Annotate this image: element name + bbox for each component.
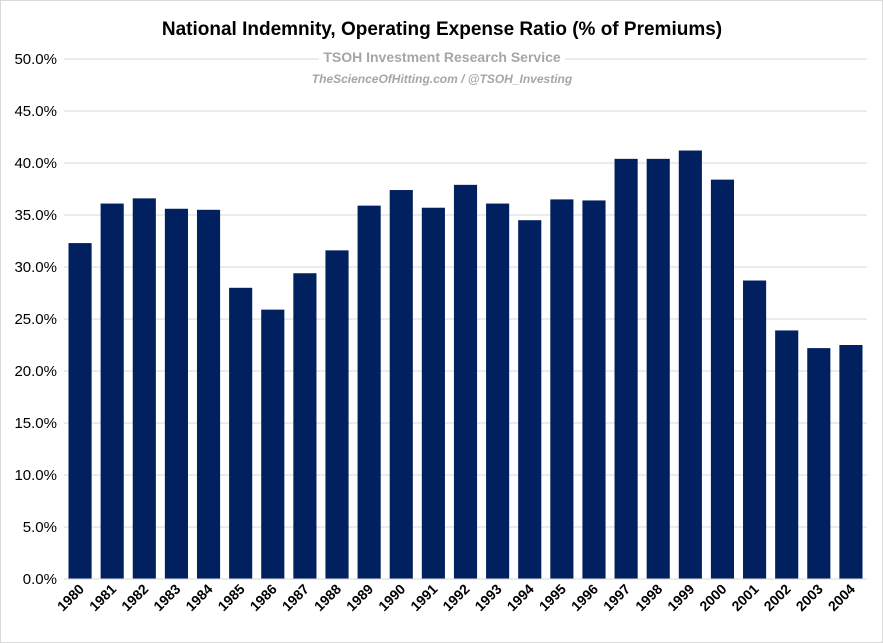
bar-1987 xyxy=(293,273,317,579)
bar-1999 xyxy=(678,150,702,579)
x-tick-label: 1995 xyxy=(536,581,569,614)
y-tick-label: 5.0% xyxy=(23,519,57,536)
watermark-line1: TSOH Investment Research Service xyxy=(323,49,561,65)
x-tick-label: 1984 xyxy=(182,581,215,614)
y-tick-label: 0.0% xyxy=(23,571,57,588)
x-tick-label: 2000 xyxy=(696,581,729,614)
bar-1989 xyxy=(357,205,381,579)
x-tick-label: 1997 xyxy=(600,581,633,614)
bar-2000 xyxy=(710,179,735,579)
chart-title: National Indemnity, Operating Expense Ra… xyxy=(162,19,722,40)
bar-1993 xyxy=(486,203,510,579)
bar-1984 xyxy=(196,209,221,580)
x-tick-label: 2001 xyxy=(728,581,761,614)
watermark-background xyxy=(319,47,565,89)
x-axis-ticks: 1980198119821983198419851986198719881989… xyxy=(54,581,858,614)
y-axis-ticks: 0.0% 5.0% 10.0% 15.0% 20.0% 25.0% 30.0% 35.0% 40… xyxy=(14,51,57,588)
x-tick-label: 2003 xyxy=(793,581,826,614)
y-tick-label: 40.0% xyxy=(14,155,57,172)
x-tick-label: 1980 xyxy=(54,581,87,614)
x-tick-label: 2002 xyxy=(760,581,793,614)
bar-1981 xyxy=(100,203,124,579)
bar-2001 xyxy=(743,280,767,579)
bar-2003 xyxy=(807,348,831,579)
x-tick-label: 2004 xyxy=(825,581,858,614)
bar-1992 xyxy=(453,184,478,579)
x-tick-label: 1989 xyxy=(343,581,376,614)
bars xyxy=(68,150,863,580)
bar-1988 xyxy=(325,250,349,580)
bar-1985 xyxy=(229,287,253,579)
x-tick-label: 1991 xyxy=(407,581,440,614)
x-tick-label: 1987 xyxy=(279,581,312,614)
x-tick-label: 1999 xyxy=(664,581,697,614)
x-tick-label: 1996 xyxy=(568,581,601,614)
y-tick-label: 25.0% xyxy=(14,311,57,328)
x-tick-label: 1983 xyxy=(150,581,183,614)
x-tick-label: 1985 xyxy=(214,581,247,614)
y-tick-label: 35.0% xyxy=(14,207,57,224)
bar-2004 xyxy=(839,345,863,579)
bar-1998 xyxy=(646,158,670,579)
x-tick-label: 1994 xyxy=(504,581,537,614)
x-tick-label: 1993 xyxy=(471,581,504,614)
bar-1986 xyxy=(261,309,285,579)
y-tick-label: 50.0% xyxy=(14,51,57,68)
bar-1983 xyxy=(164,208,188,579)
bar-1982 xyxy=(132,198,156,580)
x-tick-label: 1990 xyxy=(375,581,408,614)
bar-1997 xyxy=(614,158,638,579)
bar-1994 xyxy=(518,220,542,579)
y-tick-label: 20.0% xyxy=(14,363,57,380)
y-tick-label: 10.0% xyxy=(14,467,57,484)
bar-1990 xyxy=(389,190,413,580)
bar-2002 xyxy=(775,330,799,579)
y-tick-label: 45.0% xyxy=(14,103,57,120)
bar-1995 xyxy=(550,199,574,579)
x-tick-label: 1982 xyxy=(118,581,151,614)
watermark-line2: TheScienceOfHitting.com / @TSOH_Investin… xyxy=(312,72,573,86)
y-tick-label: 30.0% xyxy=(14,259,57,276)
x-tick-label: 1998 xyxy=(632,581,665,614)
bar-1980 xyxy=(68,243,92,579)
y-tick-label: 15.0% xyxy=(14,415,57,432)
x-tick-label: 1986 xyxy=(247,581,280,614)
x-tick-label: 1981 xyxy=(86,581,119,614)
x-tick-label: 1988 xyxy=(311,581,344,614)
x-tick-label: 1992 xyxy=(439,581,472,614)
bar-1996 xyxy=(582,200,606,579)
bar-1991 xyxy=(421,207,445,579)
